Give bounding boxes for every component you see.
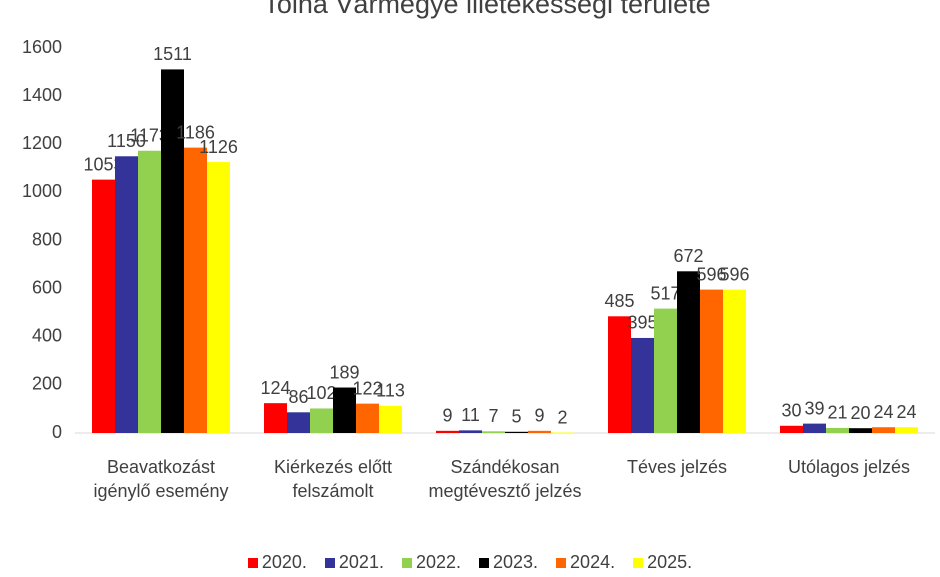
data-label: 122 [352,378,382,398]
x-tick-label: Utólagos jelzés [787,457,911,477]
bar [207,162,230,433]
data-label: 1186 [176,122,215,142]
y-tick-label: 600 [32,277,62,297]
chart-title: Tolna Vármegye illetékességi területe [263,0,710,19]
x-tick-label: Téves jelzés [626,457,728,477]
x-tick-label: Beavatkozást igénylő esemény [93,457,229,501]
bar [264,403,287,433]
legend-item: 2023. [479,552,538,573]
bar [872,427,895,433]
legend-swatch [479,558,489,568]
bar [287,412,310,433]
data-label: 1173 [130,125,169,145]
data-label: 9 [442,406,452,426]
data-label: 11 [461,405,480,425]
y-tick-label: 0 [52,422,62,442]
data-label: 1053 [83,154,123,174]
data-label: 672 [673,246,703,266]
data-label: 30 [781,401,801,421]
legend-item: 2025. [633,552,692,573]
data-label: 1126 [199,137,238,157]
y-tick-label: 200 [32,374,62,394]
legend-label: 2022. [415,552,461,572]
legend-swatch [324,558,335,568]
data-label: 485 [604,291,634,311]
legend-label: 2020. [261,552,307,572]
legend-item: 2024. [556,552,615,573]
data-label: 1511 [153,44,192,64]
legend: 2020. 2021. 2022. 2023. 2024. 2025. [0,552,940,573]
bar [310,408,333,433]
data-label: 395 [627,313,657,333]
data-label: 21 [827,403,847,423]
data-label: 20 [850,403,870,423]
legend-label: 2021. [338,552,384,572]
bar [700,289,723,433]
legend-item: 2021. [324,552,384,573]
x-tick-label: Kiérkezés előtt felszámolt [273,457,393,501]
bar [780,425,803,433]
bar [92,179,115,433]
legend-item: 2022. [401,552,461,573]
bar [333,387,356,433]
legend-swatch [556,558,567,568]
data-label: 86 [288,387,308,407]
bar [115,156,138,433]
bar [631,337,654,433]
y-tick-label: 1400 [22,85,62,105]
bar [138,150,161,433]
data-label: 24 [873,402,893,422]
y-tick-label: 800 [32,229,62,249]
data-label: 1150 [107,131,146,151]
data-label: 5 [511,407,521,427]
y-tick-label: 1000 [22,181,62,201]
bar [723,289,746,433]
bar [436,430,459,433]
y-tick-label: 1600 [22,37,62,57]
legend-swatch [247,558,258,568]
data-label: 7 [488,406,498,426]
bar [608,316,631,433]
bar [161,69,184,434]
bar [459,430,482,433]
bar [505,431,528,433]
data-label: 24 [896,402,916,422]
data-label: 9 [534,406,544,426]
bar [895,427,918,433]
legend-swatch [401,558,412,568]
legend-item: 2020. [247,552,307,573]
bar [528,430,551,433]
data-label: 517 [650,283,680,303]
y-tick-label: 1200 [22,133,62,153]
data-label: 39 [804,398,824,418]
legend-label: 2023. [493,552,539,572]
data-label: 124 [260,378,290,398]
bar [849,428,872,433]
data-label: 596 [696,264,726,284]
bar [356,403,379,433]
data-label: 102 [306,383,336,403]
y-tick-label: 400 [32,326,62,346]
bar [677,271,700,433]
data-label: 596 [719,264,749,284]
legend-label: 2024. [570,552,616,572]
bar [379,405,402,433]
x-tick-label: Szándékosan megtévesztő jelzés [428,457,582,501]
data-label: 2 [557,407,567,427]
bar [826,427,849,433]
data-label: 189 [329,362,359,382]
bar [482,431,505,433]
data-label: 113 [376,381,405,401]
bar [803,423,826,433]
legend-swatch [633,558,644,568]
bar [654,308,677,433]
bar [184,147,207,433]
legend-label: 2025. [647,552,693,572]
